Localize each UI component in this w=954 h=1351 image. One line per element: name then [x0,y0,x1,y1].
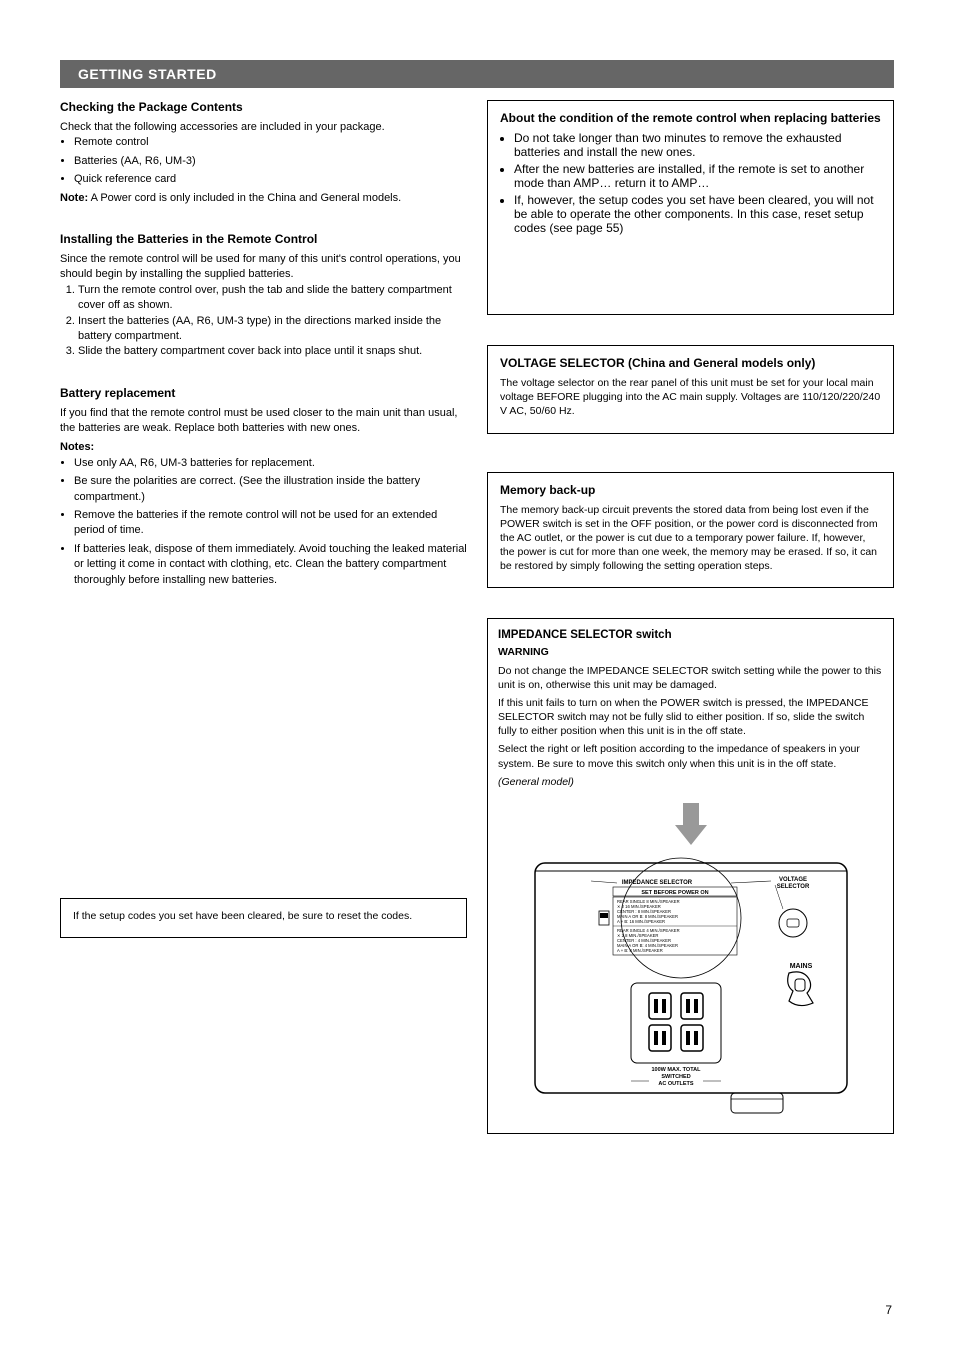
svg-text:A + B: 16 MIN./SPEAKER: A + B: 16 MIN./SPEAKER [617,919,665,924]
outlet-label: 100W MAX. TOTAL [651,1067,701,1073]
warning-label: WARNING [498,646,549,658]
outlet-icon [681,993,703,1019]
accessory-item: Quick reference card [74,172,467,187]
memory-backup-box: Memory back-up The memory back-up circui… [487,472,894,589]
remote-condition-box: About the condition of the remote contro… [487,100,894,315]
remote-condition-item: After the new batteries are installed, i… [514,162,881,190]
setup-codes-text: If the setup codes you set have been cle… [73,909,454,923]
note-label: Note: [60,192,88,204]
checking-package-title: Checking the Package Contents [60,100,467,114]
memory-backup-text: The memory back-up circuit prevents the … [500,503,881,574]
memory-backup-title: Memory back-up [500,483,881,497]
remote-condition-item: If, however, the setup codes you set hav… [514,193,881,235]
mains-label: MAINS [789,963,812,970]
section-header-bar: GETTING STARTED [60,60,894,88]
battery-note: If batteries leak, dispose of them immed… [74,542,467,588]
outlet-icon [649,1025,671,1051]
battery-note: Use only AA, R6, UM-3 batteries for repl… [74,456,467,471]
warning-text: Do not change the IMPEDANCE SELECTOR swi… [498,664,883,692]
voltage-selector-box: VOLTAGE SELECTOR (China and General mode… [487,345,894,434]
checking-package-intro: Check that the following accessories are… [60,120,467,135]
outlet-icon [649,993,671,1019]
battery-replacement-title: Battery replacement [60,386,467,400]
accessory-item: Remote control [74,135,467,150]
section-header-title: GETTING STARTED [60,66,217,82]
impedance-p1: If this unit fails to turn on when the P… [498,696,883,739]
install-batteries-title: Installing the Batteries in the Remote C… [60,232,467,246]
battery-replacement-intro: If you find that the remote control must… [60,406,467,437]
install-step: Insert the batteries (AA, R6, UM-3 type)… [78,314,467,345]
imp-selector-label: IMPEDANCE SELECTOR [621,880,692,886]
page-number: 7 [885,1303,892,1317]
setup-codes-box: If the setup codes you set have been cle… [60,898,467,938]
rear-panel-diagram: IMPEDANCE SELECTOR SET BEFORE POWER ON R… [498,803,883,1123]
impedance-p2: Select the right or left position accord… [498,742,883,770]
install-batteries-intro: Since the remote control will be used fo… [60,252,467,283]
battery-replacement-section: Battery replacement If you find that the… [60,386,467,588]
battery-note: Be sure the polarities are correct. (See… [74,474,467,505]
impedance-title: IMPEDANCE SELECTOR switch [498,629,883,641]
impedance-diagram-box: IMPEDANCE SELECTOR switch WARNING Do not… [487,618,894,1134]
voltage-selector-text: The voltage selector on the rear panel o… [500,376,881,419]
remote-condition-title: About the condition of the remote contro… [500,111,881,125]
svg-text:A + B: 8 MIN./SPEAKER: A + B: 8 MIN./SPEAKER [617,948,663,953]
svg-text:AC OUTLETS: AC OUTLETS [658,1081,693,1087]
set-before-label: SET BEFORE POWER ON [641,890,708,896]
note-text: A Power cord is only included in the Chi… [91,192,402,204]
install-batteries-section: Installing the Batteries in the Remote C… [60,232,467,360]
notes-label: Notes: [60,440,467,455]
accessory-item: Batteries (AA, R6, UM-3) [74,154,467,169]
model-label: (General model) [498,775,883,789]
voltage-selector-label: VOLTAGE [778,877,806,883]
outlet-icon [681,1025,703,1051]
install-step: Turn the remote control over, push the t… [78,283,467,314]
install-step: Slide the battery compartment cover back… [78,344,467,359]
impedance-rows: REAR SINGLE 8 MIN./SPEAKER ✕ 2 16 MIN./S… [613,899,737,953]
svg-text:SWITCHED: SWITCHED [661,1074,690,1080]
svg-text:SELECTOR: SELECTOR [776,884,809,890]
voltage-selector-title: VOLTAGE SELECTOR (China and General mode… [500,356,881,370]
remote-condition-item: Do not take longer than two minutes to r… [514,131,881,159]
battery-note: Remove the batteries if the remote contr… [74,508,467,539]
checking-package-section: Checking the Package Contents Check that… [60,100,467,206]
